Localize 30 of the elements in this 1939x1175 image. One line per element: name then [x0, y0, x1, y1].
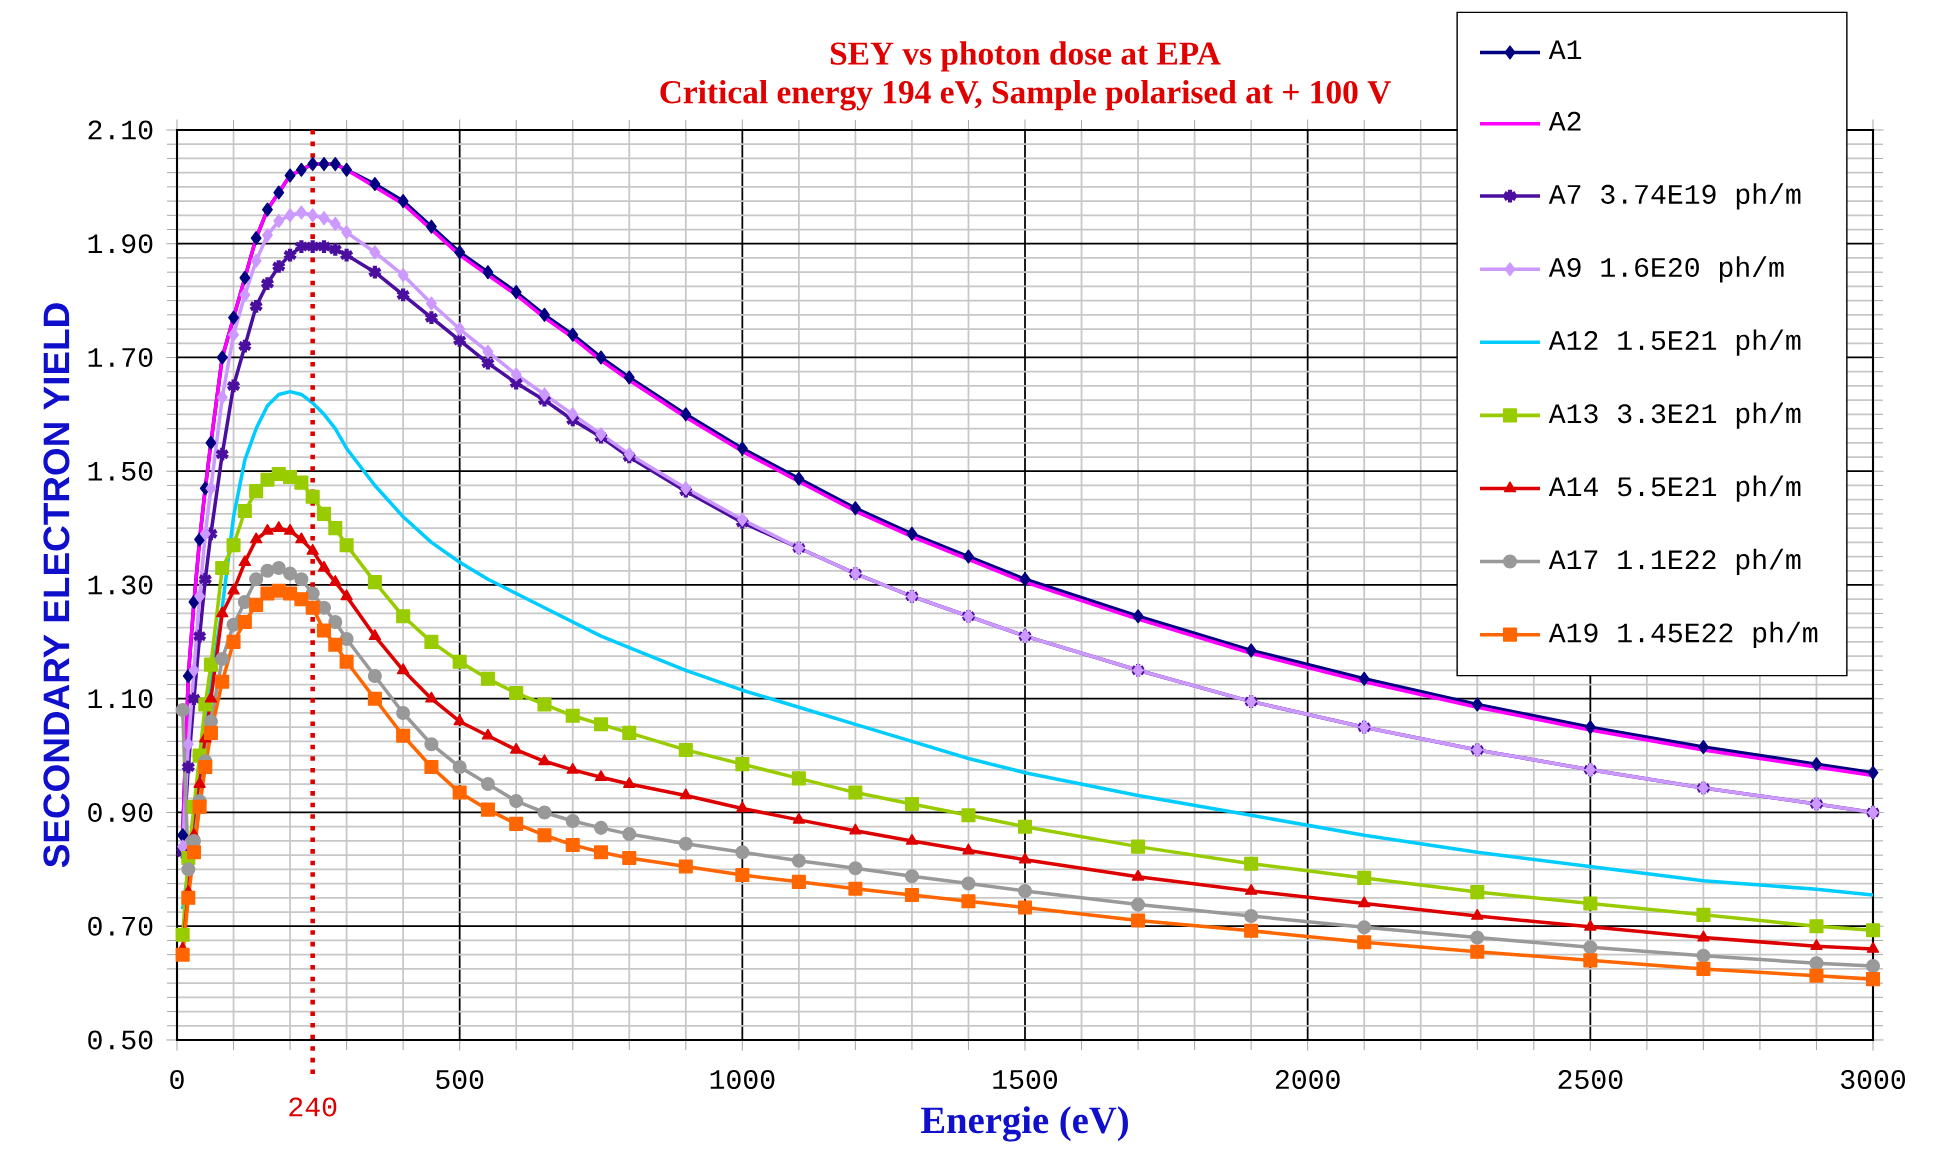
chart-title: SEY vs photon dose at EPA [830, 41, 1221, 72]
y-tick-label: 1.10 [88, 689, 153, 709]
y-tick-label: 2.10 [88, 120, 153, 140]
ref-line-label: 240 [289, 1097, 337, 1117]
chart-subtitle: Critical energy 194 eV, Sample polarised at + 100 V [660, 80, 1391, 111]
x-tick-label: 3000 [1841, 1069, 1906, 1090]
x-tick-label: 1500 [993, 1069, 1058, 1090]
y-tick-label: 0.50 [88, 1030, 153, 1050]
legend-label: A17 1.1E22 ph/m [1548, 548, 1801, 575]
legend-label: A9 1.6E20 ph/m [1548, 256, 1784, 283]
y-tick-label: 1.90 [88, 234, 153, 254]
y-axis-title: SECONDARY ELECTRON YIELD [43, 303, 70, 868]
x-tick-label: 1000 [710, 1069, 775, 1090]
y-tick-label: 1.30 [88, 575, 153, 595]
legend-label: A1 [1548, 40, 1582, 60]
y-tick-label: 1.50 [88, 461, 153, 481]
y-tick-label: 0.90 [88, 802, 153, 823]
legend-label: A12 1.5E21 ph/m [1548, 329, 1801, 356]
x-tick-label: 2500 [1558, 1069, 1623, 1090]
legend-label: A7 3.74E19 ph/m [1548, 183, 1801, 210]
x-tick-label: 500 [436, 1069, 484, 1090]
x-axis-title: Energie (eV) [921, 1106, 1128, 1142]
x-tick-label: 0 [170, 1069, 184, 1090]
legend-label: A13 3.3E21 ph/m [1548, 402, 1801, 429]
y-tick-label: 0.70 [88, 916, 153, 936]
y-tick-label: 1.70 [88, 347, 153, 368]
legend-label: A2 [1548, 111, 1581, 131]
legend-label: A14 5.5E21 ph/m [1548, 475, 1801, 502]
legend-label: A19 1.45E22 ph/m [1548, 621, 1818, 649]
x-tick-label: 2000 [1275, 1069, 1340, 1090]
